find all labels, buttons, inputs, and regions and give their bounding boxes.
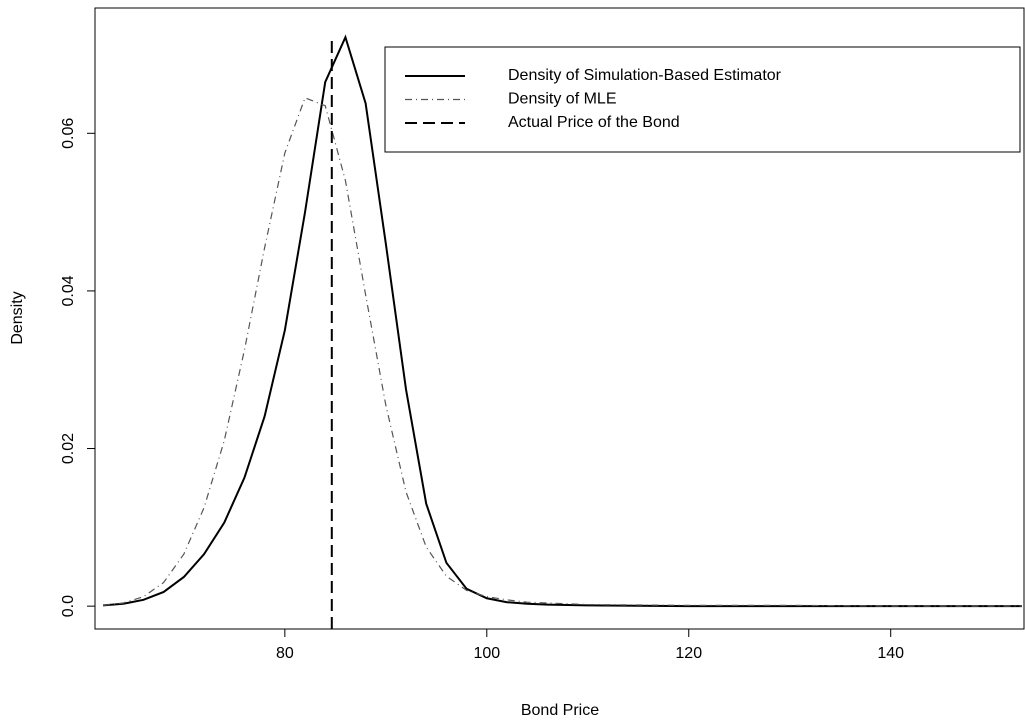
x-tick-label: 140 (877, 645, 904, 662)
x-tick-label: 120 (675, 645, 702, 662)
y-tick-label: 0.0 (60, 595, 77, 617)
density-line (103, 97, 1022, 607)
x-axis-label: Bond Price (521, 702, 599, 719)
legend-label: Density of MLE (508, 91, 616, 108)
legend-box (384, 46, 1021, 153)
y-tick-label: 0.02 (60, 433, 77, 464)
x-tick-label: 100 (473, 645, 500, 662)
legend-label: Density of Simulation-Based Estimator (508, 67, 782, 84)
y-tick-label: 0.04 (60, 275, 77, 306)
legend-label: Actual Price of the Bond (508, 114, 680, 131)
plot-frame (94, 7, 1025, 630)
density-line (103, 34, 1022, 608)
y-tick-label: 0.06 (60, 118, 77, 149)
x-tick-label: 80 (276, 645, 294, 662)
y-axis-label: Density (9, 291, 26, 344)
